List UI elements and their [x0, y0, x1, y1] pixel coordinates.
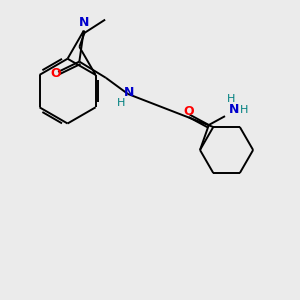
Text: O: O	[183, 105, 194, 118]
Text: H: H	[117, 98, 126, 108]
Text: N: N	[124, 86, 135, 99]
Text: O: O	[51, 67, 62, 80]
Text: H: H	[240, 105, 248, 115]
Text: N: N	[79, 16, 89, 29]
Text: N: N	[229, 103, 239, 116]
Text: H: H	[227, 94, 236, 104]
